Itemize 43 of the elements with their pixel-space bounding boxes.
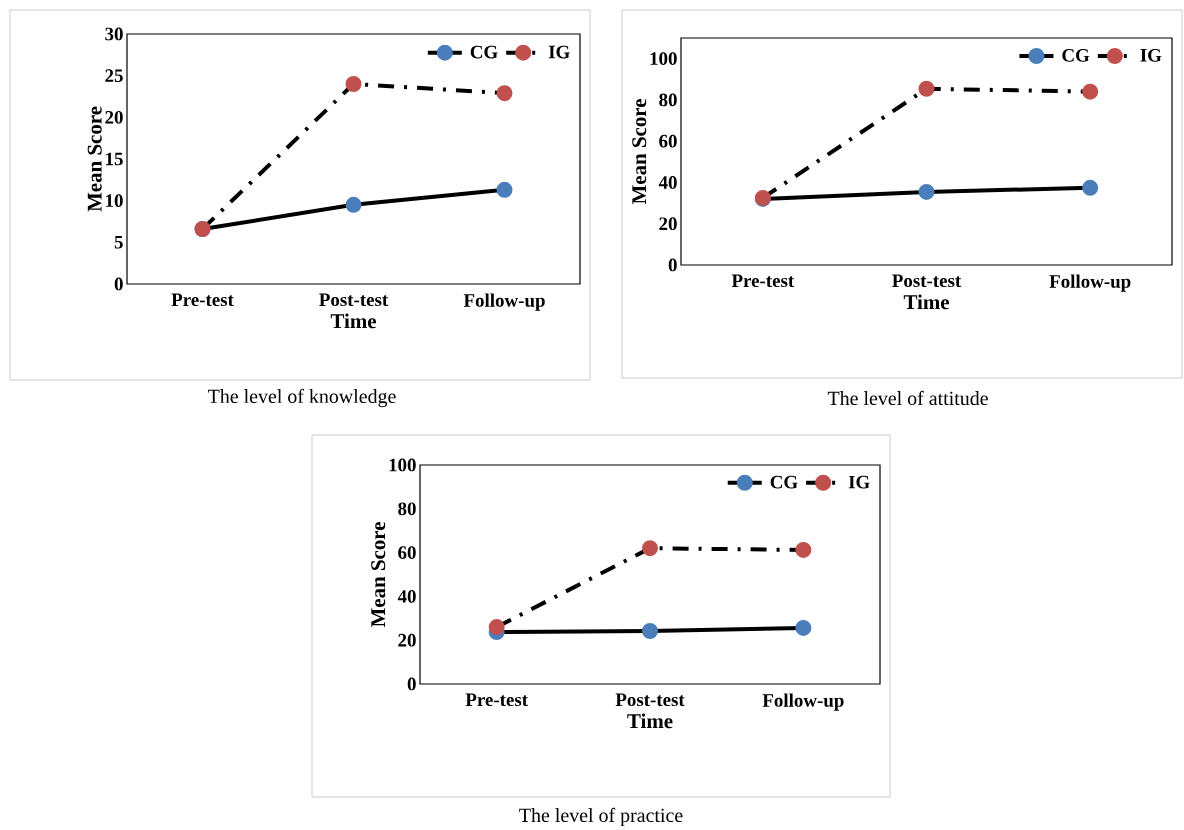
y-tick-label: 10 [106, 194, 123, 208]
x-tick-label: Follow-up [762, 693, 844, 711]
y-axis-title: Mean Score [87, 106, 102, 212]
text: The level of knowledge [208, 388, 396, 408]
y-tick-label: 80 [398, 502, 416, 516]
y-tick-label: 20 [659, 217, 677, 231]
x-tick-label: Post-test [319, 293, 389, 307]
y-tick-label: 0 [668, 258, 677, 272]
y-tick-label: 40 [658, 176, 677, 189]
x-tick-label: Post-test [892, 274, 962, 288]
legend-label: CG [770, 475, 798, 489]
y-tick-label: 60 [659, 134, 677, 148]
y-tick-label: 0 [114, 277, 123, 291]
x-tick-label: Post-test [615, 693, 685, 707]
y-tick-label: 100 [650, 52, 677, 66]
legend-label: CG [470, 45, 498, 59]
y-tick-label: 20 [398, 633, 416, 647]
x-axis-title: Time [330, 313, 377, 329]
y-axis-title: Mean Score [632, 99, 647, 205]
x-tick-label: Pre-test [731, 274, 795, 288]
x-tick-label: Pre-test [171, 293, 234, 307]
y-axis-title: Mean Score [371, 522, 386, 628]
legend-label: CG [1062, 48, 1090, 62]
y-tick-label: 5 [114, 236, 123, 249]
y-tick-label: 30 [105, 27, 123, 41]
legend-label: IG [848, 475, 870, 489]
y-tick-label: 80 [659, 93, 677, 107]
y-tick-label: 100 [389, 458, 416, 472]
x-axis-title: Time [903, 294, 950, 310]
y-tick-label: 60 [398, 546, 416, 559]
y-tick-label: 25 [105, 69, 123, 83]
legend-label: IG [1140, 48, 1162, 62]
y-tick-label: 40 [397, 590, 416, 603]
x-tick-label: Follow-up [463, 293, 545, 311]
x-tick-label: Pre-test [465, 693, 528, 707]
y-tick-label: 15 [106, 152, 123, 166]
text: The level of practice [519, 807, 683, 827]
text: The level of attitude [827, 390, 988, 406]
y-tick-label: 0 [407, 677, 416, 691]
legend-label: IG [548, 45, 570, 59]
y-tick-label: 20 [105, 110, 123, 124]
x-axis-title: Time [627, 713, 673, 729]
x-tick-label: Follow-up [1049, 274, 1131, 292]
